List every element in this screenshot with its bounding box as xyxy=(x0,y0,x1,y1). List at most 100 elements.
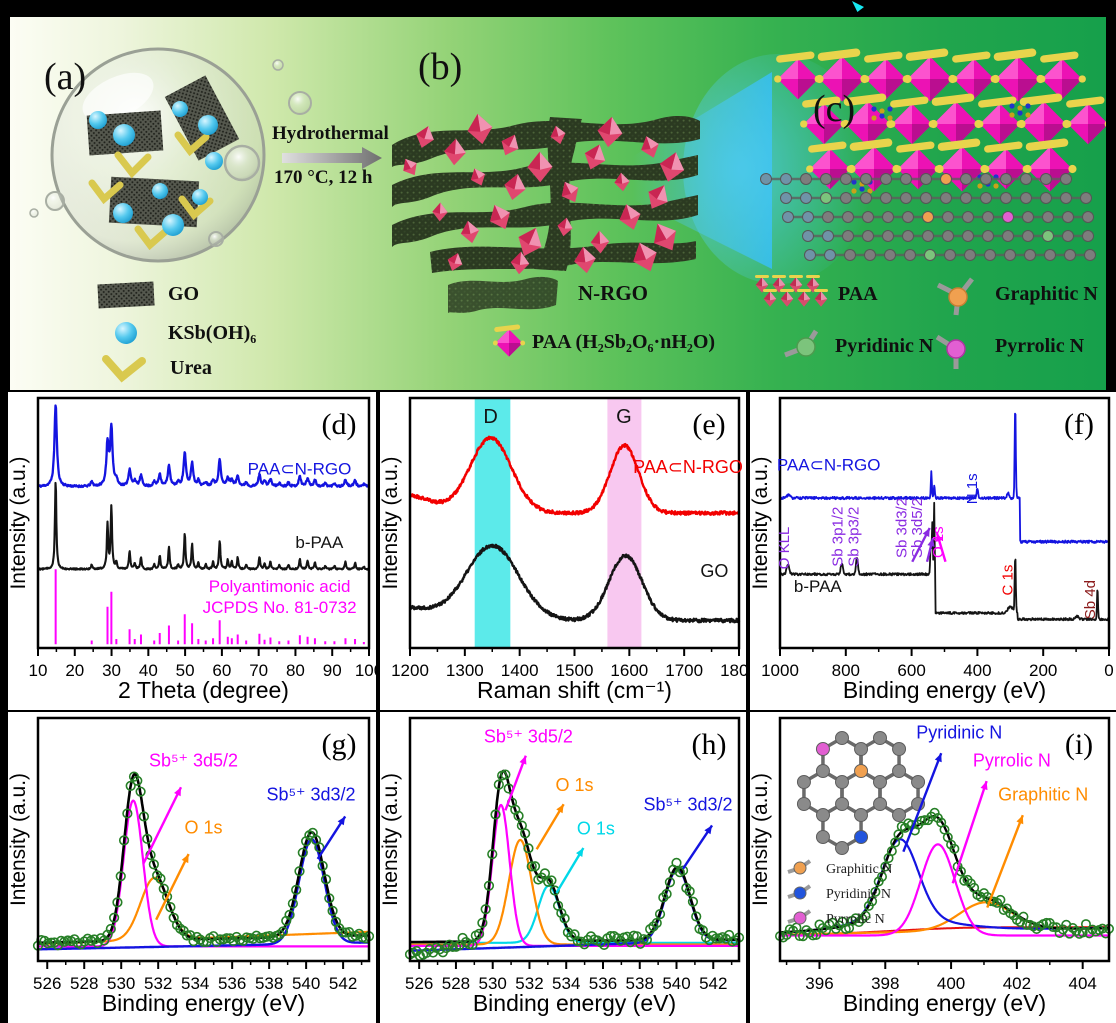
svg-text:100: 100 xyxy=(355,661,376,680)
plot-border xyxy=(778,716,1111,963)
svg-text:400: 400 xyxy=(937,974,965,993)
x-axis-label: Binding energy (eV) xyxy=(473,990,676,1016)
series-PAA⊂N-RGO xyxy=(409,435,741,516)
xrd-chart: 10 20 30 40 50 60 70 80 90 100 2 Theta (degree) Int… xyxy=(8,396,376,703)
annotation: D xyxy=(483,406,497,428)
pyrrolic-n-icon xyxy=(935,334,966,369)
cursor-artifact xyxy=(852,1,864,12)
svg-text:538: 538 xyxy=(255,974,283,993)
svg-text:C 1s: C 1s xyxy=(1000,565,1017,596)
svg-text:O KLL: O KLL xyxy=(776,527,793,570)
svg-text:800: 800 xyxy=(832,661,860,680)
x-axis-ticks: 1000 800 600 400 200 0 xyxy=(761,648,1114,680)
svg-text:10: 10 xyxy=(29,661,48,680)
annotation: JCPDS No. 81-0732 xyxy=(203,598,357,617)
svg-text:600: 600 xyxy=(897,661,925,680)
annotation: O KLL xyxy=(776,527,793,570)
legend-go-label: GO xyxy=(168,283,200,305)
series-raw data xyxy=(32,771,375,951)
x-axis-label: Binding energy (eV) xyxy=(843,677,1046,703)
svg-text:0: 0 xyxy=(1104,661,1113,680)
svg-text:538: 538 xyxy=(626,974,654,993)
xrd-panel: 10 20 30 40 50 60 70 80 90 100 2 Theta (degree) Int… xyxy=(8,392,376,710)
band-D xyxy=(474,398,511,648)
svg-text:Sb 3d5/2: Sb 3d5/2 xyxy=(909,498,926,558)
svg-text:542: 542 xyxy=(699,974,727,993)
x-axis-ticks: 526 528 530 532 534 536 538 540 542 xyxy=(33,961,363,993)
svg-text:532: 532 xyxy=(515,974,543,993)
annotation: Sb 3p3/2 xyxy=(845,507,862,567)
annotation: Polyantimonic acid xyxy=(209,577,351,596)
x-axis-label: Binding energy (eV) xyxy=(102,990,305,1016)
svg-text:PAA⊂N-RGO: PAA⊂N-RGO xyxy=(248,459,352,478)
svg-text:Sb 3d3/2: Sb 3d3/2 xyxy=(894,498,911,558)
plot-border xyxy=(408,716,741,963)
svg-text:Sb⁵⁺ 3d5/2: Sb⁵⁺ 3d5/2 xyxy=(149,751,238,771)
svg-text:G: G xyxy=(616,406,632,428)
svg-text:O 1s: O 1s xyxy=(577,819,615,839)
panel-letter-a: (a) xyxy=(44,56,87,98)
x-axis-label: 2 Theta (degree) xyxy=(118,677,289,703)
n-doped-graphene xyxy=(760,173,1096,261)
sb3d-composite-chart: 526 528 530 532 534 536 538 540 542 Binding energ… xyxy=(380,716,745,1016)
n1s-chart: Graphitic N Pyridinic N Pyrrolic N 396 398 40… xyxy=(750,716,1114,1016)
series-raw data xyxy=(774,807,1114,943)
legend-pyridinic-label: Pyridinic N xyxy=(835,335,934,357)
legend-pyrrolic-label: Pyrrolic N xyxy=(995,335,1085,357)
svg-text:Sb⁵⁺ 3d5/2: Sb⁵⁺ 3d5/2 xyxy=(484,726,573,746)
series-Polyantimonic acid JCPDS No. 81-0732 xyxy=(54,569,365,645)
panel-letter-e: (e) xyxy=(692,408,725,441)
svg-text:70: 70 xyxy=(249,661,268,680)
x-axis-label: Raman shift (cm⁻¹) xyxy=(477,677,672,703)
annotation: Sb⁵⁺ 3d5/2 xyxy=(142,751,238,865)
svg-text:N 1s: N 1s xyxy=(964,473,981,504)
series-Sb5+ 3d5/2 fit xyxy=(409,803,740,947)
series-GO xyxy=(408,543,741,624)
svg-text:1400: 1400 xyxy=(501,661,539,680)
annotation: Sb 3p1/2 xyxy=(830,507,847,567)
x-axis-ticks: 526 528 530 532 534 536 538 540 542 xyxy=(405,961,733,993)
raman-panel: 1200 1300 1400 1500 1600 1700 1800 Raman shift … xyxy=(380,392,746,710)
svg-text:536: 536 xyxy=(589,974,617,993)
panel-letter-i: (i) xyxy=(1065,728,1093,761)
y-axis-label: Intensity (a.u.) xyxy=(750,456,772,589)
svg-text:90: 90 xyxy=(323,661,342,680)
svg-text:PAA⊂N-RGO: PAA⊂N-RGO xyxy=(633,457,743,477)
n-types-inset: Graphitic N Pyridinic N Pyrrolic N xyxy=(787,731,926,927)
svg-text:b-PAA: b-PAA xyxy=(794,577,843,596)
svg-text:536: 536 xyxy=(218,974,246,993)
svg-text:1300: 1300 xyxy=(446,661,484,680)
graphitic-n-icon xyxy=(936,277,974,316)
ksboh6-sphere-icon xyxy=(115,322,137,344)
annotation: O 1s xyxy=(930,526,947,563)
y-axis-label: Intensity (a.u.) xyxy=(380,456,402,589)
annotation: O 1s xyxy=(535,775,594,850)
n1s-panel: Graphitic N Pyridinic N Pyrrolic N 396 398 40… xyxy=(750,712,1116,1023)
svg-text:O 1s: O 1s xyxy=(930,526,947,558)
inset-legend-label: Pyrrolic N xyxy=(826,912,885,927)
annotation: b-PAA xyxy=(295,533,344,552)
svg-text:404: 404 xyxy=(1068,974,1096,993)
svg-text:540: 540 xyxy=(292,974,320,993)
legend-paa-formula-label: PAA (H₂Sb₂O₆·nH₂O) xyxy=(532,331,716,353)
x-axis-ticks: 1200 1300 1400 1500 1600 1700 1800 xyxy=(391,648,746,680)
series-raw data xyxy=(404,769,745,961)
series-b-PAA xyxy=(37,481,370,571)
svg-text:b-PAA: b-PAA xyxy=(295,533,344,552)
annotation: Graphitic N xyxy=(986,785,1088,908)
svg-text:40: 40 xyxy=(139,661,158,680)
annotation: O 1s xyxy=(155,817,223,921)
annotation: Sb 3d3/2 xyxy=(894,498,931,563)
svg-text:1500: 1500 xyxy=(556,661,594,680)
svg-text:GO: GO xyxy=(700,561,728,581)
panel-letter-g: (g) xyxy=(322,728,357,761)
svg-text:Sb 4d: Sb 4d xyxy=(1082,580,1099,619)
svg-text:80: 80 xyxy=(286,661,305,680)
annotation: GO xyxy=(700,561,728,581)
svg-text:200: 200 xyxy=(1029,661,1057,680)
svg-text:1200: 1200 xyxy=(391,661,429,680)
svg-text:526: 526 xyxy=(405,974,433,993)
svg-text:526: 526 xyxy=(33,974,61,993)
pyridinic-n-icon xyxy=(784,329,819,358)
svg-text:Pyrrolic N: Pyrrolic N xyxy=(973,751,1051,771)
